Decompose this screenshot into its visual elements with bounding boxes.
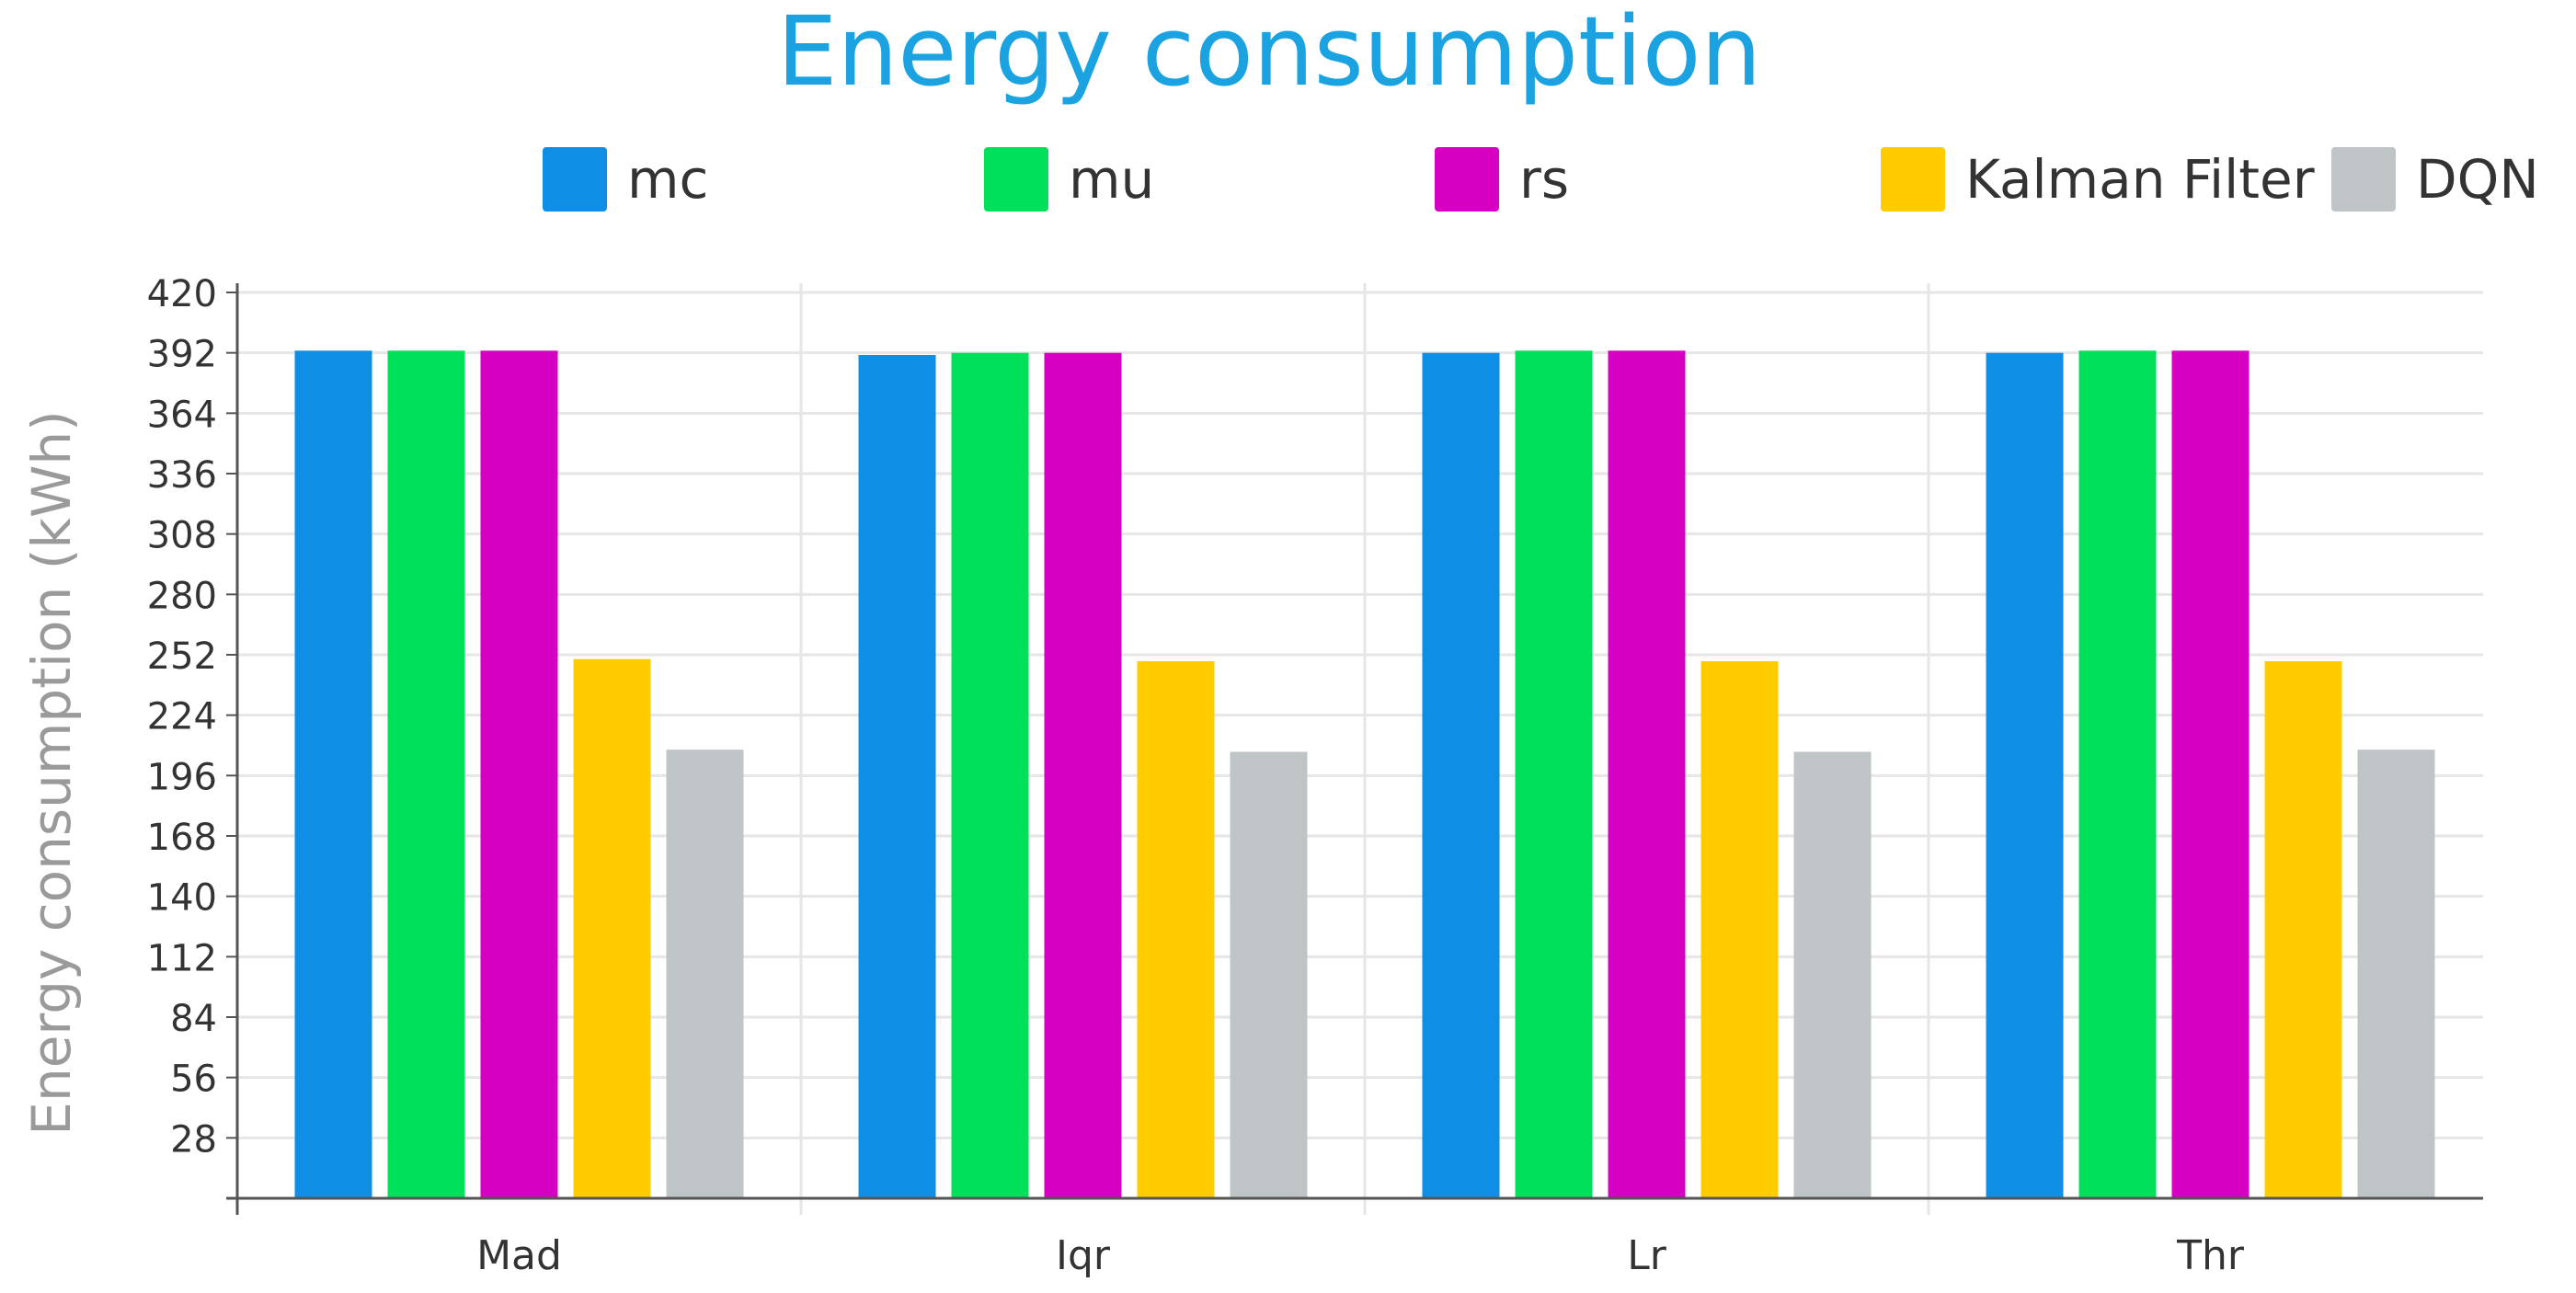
legend-swatch (543, 147, 607, 212)
legend-label: rs (1519, 148, 1569, 211)
bar-thr-kalman-filter (2264, 661, 2342, 1198)
legend-swatch (984, 147, 1048, 212)
y-tick-label: 392 (147, 334, 217, 376)
bar-iqr-mu (951, 352, 1029, 1199)
bar-iqr-mc (858, 355, 936, 1198)
legend-swatch (2331, 147, 2396, 212)
bar-mad-dqn (666, 749, 744, 1198)
bar-thr-rs (2171, 350, 2250, 1199)
y-tick-label: 280 (147, 575, 217, 617)
y-tick-label: 140 (147, 877, 217, 920)
legend-label: DQN (2416, 148, 2539, 211)
y-axis-label: Energy consumption (kWh) (20, 410, 83, 1135)
bars (294, 350, 2435, 1199)
y-tick-label: 196 (147, 756, 217, 798)
y-tick-label: 420 (147, 273, 217, 315)
x-tick-label: Mad (476, 1232, 562, 1279)
y-tick-label: 168 (147, 817, 217, 859)
y-tick-label: 308 (147, 515, 217, 557)
bar-mad-kalman-filter (573, 658, 651, 1198)
y-tick-label: 252 (147, 635, 217, 678)
bar-lr-mu (1515, 350, 1593, 1199)
bar-thr-mc (1986, 352, 2064, 1199)
y-tick-label: 28 (170, 1118, 217, 1161)
y-tick-label: 364 (147, 394, 217, 436)
x-tick-labels: Mad Iqr Lr Thr (476, 1232, 2245, 1279)
chart-title: Energy consumption (777, 0, 1762, 108)
axes (226, 283, 2483, 1215)
bar-lr-rs (1608, 350, 1686, 1199)
y-tick-label: 336 (147, 454, 217, 497)
y-tick-labels: 28 56 84 112 140 168 196 224 252 280 308 336 364 392 4… (147, 273, 217, 1161)
bar-thr-dqn (2357, 749, 2435, 1198)
x-tick-label: Lr (1627, 1232, 1667, 1279)
y-tick-label: 84 (170, 998, 217, 1040)
x-tick-label: Thr (2176, 1232, 2245, 1279)
bar-iqr-rs (1044, 352, 1122, 1199)
legend-label: mu (1069, 148, 1154, 211)
bar-mad-rs (480, 350, 558, 1199)
bar-lr-dqn (1793, 751, 1872, 1198)
legend-swatch (1435, 147, 1499, 212)
bar-lr-kalman-filter (1700, 661, 1779, 1198)
legend-label: mc (627, 148, 708, 211)
y-tick-label: 224 (147, 696, 217, 738)
y-tick-label: 56 (170, 1058, 217, 1101)
legend: mc mu rs Kalman Filter DQN (543, 147, 2539, 212)
bar-iqr-kalman-filter (1137, 661, 1215, 1198)
bar-lr-mc (1422, 352, 1500, 1199)
y-tick-label: 112 (147, 937, 217, 979)
x-tick-label: Iqr (1056, 1232, 1111, 1279)
bar-mad-mu (387, 350, 465, 1199)
bar-mad-mc (294, 350, 372, 1199)
legend-label: Kalman Filter (1965, 148, 2315, 211)
legend-swatch (1881, 147, 1945, 212)
bar-iqr-dqn (1230, 751, 1308, 1198)
bar-thr-mu (2078, 350, 2157, 1199)
